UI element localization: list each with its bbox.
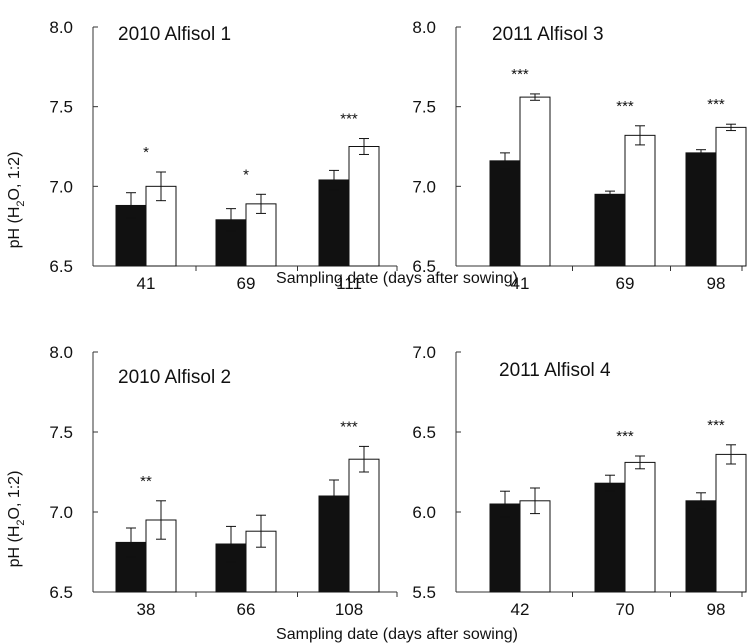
panel-title: 2011 Alfisol 4: [499, 360, 611, 381]
bar: [685, 152, 717, 267]
x-tick-label: 66: [237, 600, 256, 619]
bar: [318, 179, 350, 267]
x-tick-label: 69: [237, 274, 256, 293]
panel-title: 2010 Alfisol 2: [118, 367, 231, 388]
x-tick-label: 41: [137, 274, 156, 293]
bar: [348, 458, 380, 593]
bar: [624, 134, 656, 267]
y-tick-label: 5.5: [412, 583, 436, 602]
y-tick-label: 7.5: [49, 98, 73, 117]
y-tick-label: 7.5: [412, 98, 436, 117]
panels: 6.57.07.58.0 2010 Alfisol 141*69*111***6.…: [49, 18, 747, 619]
panel-4: 5.5 6.0 6.5 7.0 2011 Alfisol 4 42 70 *** 98 ***: [412, 343, 747, 619]
bar: [685, 500, 717, 593]
x-tick-label: 41: [511, 274, 530, 293]
y-tick-label: 7.0: [49, 503, 73, 522]
y-tick-label: 8.0: [49, 18, 73, 37]
x-tick-label: 70: [616, 600, 635, 619]
significance-label: ***: [511, 66, 529, 83]
x-axis-title-top: Sampling date (days after sowing): [276, 270, 518, 287]
bar: [594, 482, 626, 593]
x-tick-label: 108: [335, 600, 363, 619]
panel-2: 6.5 7.0 7.5 8.0 2011 Alfisol 3 41 *** 69 *** 98 **…: [412, 18, 747, 293]
panel-title: 2011 Alfisol 3: [492, 24, 604, 45]
y-tick-label: 6.5: [412, 423, 436, 442]
bar: [519, 500, 551, 593]
y-tick-label: 7.0: [412, 343, 436, 362]
x-tick-label: 98: [707, 600, 726, 619]
y-tick-label: 6.0: [412, 503, 436, 522]
x-tick-label: 69: [616, 274, 635, 293]
y-axis-title-top: pH (H2O, 1:2): [6, 152, 27, 249]
significance-label: *: [143, 144, 149, 161]
bar: [348, 146, 380, 267]
bar: [715, 126, 747, 267]
significance-label: ***: [340, 111, 358, 128]
bar: [489, 160, 521, 267]
bar: [715, 453, 747, 593]
y-tick-label: 6.5: [412, 257, 436, 276]
significance-label: ***: [707, 417, 725, 434]
significance-label: ***: [616, 428, 634, 445]
x-tick-label: 42: [511, 600, 530, 619]
bar: [519, 96, 551, 267]
y-tick-label: 7.0: [49, 177, 73, 196]
significance-label: ***: [616, 98, 634, 115]
y-tick-label: 7.0: [412, 177, 436, 196]
bar: [594, 193, 626, 267]
panel-title: 2010 Alfisol 1: [118, 24, 231, 45]
significance-label: ***: [340, 418, 358, 435]
significance-label: **: [140, 473, 152, 490]
y-tick-label: 7.5: [49, 423, 73, 442]
x-axis-title-bottom: Sampling date (days after sowing): [276, 626, 518, 643]
panel-1: 6.5 7.0 7.5 8.0 2010 Alfisol 1 41 * 69 * 111 ***: [49, 18, 398, 293]
y-axis-title-bottom: pH (H2O, 1:2): [6, 471, 27, 568]
y-tick-label: 6.5: [49, 583, 73, 602]
bar: [624, 461, 656, 593]
panel-3: 6.5 7.0 7.5 8.0 2010 Alfisol 2 38 ** 66 108 ***: [49, 343, 398, 619]
x-tick-label: 111: [336, 274, 362, 293]
y-tick-label: 8.0: [49, 343, 73, 362]
x-tick-label: 98: [707, 274, 726, 293]
x-tick-label: 38: [137, 600, 156, 619]
significance-label: ***: [707, 96, 725, 113]
y-tick-label: 8.0: [412, 18, 436, 37]
significance-label: *: [243, 166, 249, 183]
y-tick-label: 6.5: [49, 257, 73, 276]
